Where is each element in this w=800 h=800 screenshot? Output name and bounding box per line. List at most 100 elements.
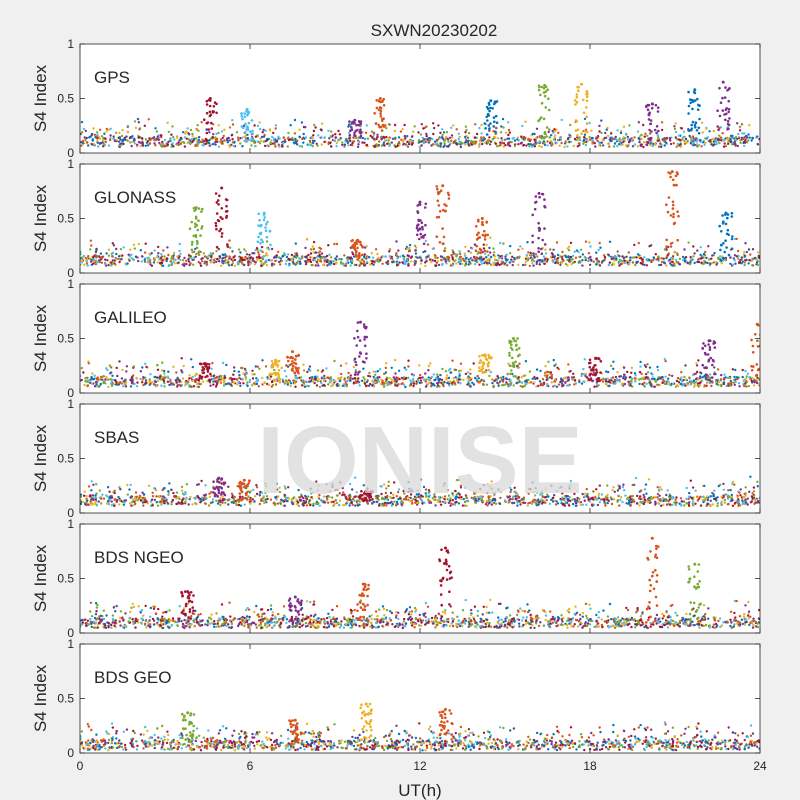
data-point bbox=[101, 138, 105, 142]
data-point bbox=[243, 248, 246, 251]
data-point bbox=[382, 135, 385, 139]
data-point bbox=[390, 255, 393, 258]
data-point bbox=[609, 364, 613, 367]
data-point bbox=[639, 262, 642, 265]
data-point bbox=[420, 123, 423, 126]
data-point bbox=[166, 121, 169, 125]
data-point bbox=[110, 384, 114, 388]
spike-point bbox=[267, 248, 271, 251]
data-point bbox=[453, 259, 456, 263]
data-point bbox=[281, 378, 284, 381]
data-point bbox=[149, 263, 152, 266]
spike-point bbox=[353, 241, 357, 245]
spike-point bbox=[190, 220, 194, 224]
data-point bbox=[714, 380, 718, 383]
data-point bbox=[757, 377, 760, 381]
spike-peak bbox=[537, 191, 541, 195]
data-point bbox=[381, 262, 384, 265]
spike-peak bbox=[480, 217, 484, 220]
data-point bbox=[391, 260, 394, 264]
data-point bbox=[696, 370, 699, 374]
spike-point bbox=[665, 203, 668, 206]
data-point bbox=[623, 373, 626, 376]
data-point bbox=[369, 382, 372, 386]
data-point bbox=[658, 263, 661, 267]
data-point bbox=[467, 258, 470, 261]
data-point bbox=[106, 378, 109, 381]
data-point bbox=[630, 371, 633, 374]
data-point bbox=[572, 376, 576, 379]
data-point bbox=[245, 372, 248, 376]
data-point bbox=[692, 245, 695, 248]
spike-point bbox=[357, 371, 360, 374]
data-point bbox=[717, 380, 721, 384]
data-point bbox=[424, 380, 427, 383]
data-point bbox=[223, 261, 227, 264]
data-point bbox=[100, 135, 104, 138]
spike-point bbox=[727, 107, 731, 111]
spike-point bbox=[485, 220, 489, 224]
spike-point bbox=[542, 136, 546, 140]
data-point bbox=[722, 145, 726, 148]
data-point bbox=[332, 262, 336, 266]
data-point bbox=[118, 381, 122, 384]
data-point bbox=[211, 361, 214, 365]
data-point bbox=[660, 121, 664, 124]
data-point bbox=[697, 144, 701, 147]
data-point bbox=[492, 384, 495, 387]
data-point bbox=[343, 145, 346, 148]
data-point bbox=[199, 382, 202, 386]
data-point bbox=[274, 259, 277, 263]
spike-point bbox=[422, 234, 425, 238]
spike-point bbox=[200, 362, 203, 366]
spike-point bbox=[212, 105, 216, 108]
data-point bbox=[543, 141, 546, 145]
data-point bbox=[573, 383, 576, 386]
data-point bbox=[246, 384, 249, 388]
data-point bbox=[271, 262, 274, 265]
data-point bbox=[677, 134, 681, 137]
data-point bbox=[711, 261, 714, 265]
data-point bbox=[335, 255, 339, 258]
data-point bbox=[272, 137, 276, 140]
data-point bbox=[111, 374, 114, 377]
spike-point bbox=[214, 221, 218, 225]
data-point bbox=[737, 254, 740, 258]
data-point bbox=[255, 247, 259, 250]
data-point bbox=[318, 385, 322, 389]
data-point bbox=[336, 384, 339, 388]
data-point bbox=[300, 121, 304, 124]
data-point bbox=[125, 370, 128, 373]
data-point bbox=[322, 376, 325, 379]
data-point bbox=[595, 385, 598, 388]
spike-point bbox=[444, 209, 448, 213]
data-point bbox=[242, 124, 246, 128]
data-point bbox=[225, 363, 228, 367]
data-point bbox=[553, 129, 557, 133]
data-point bbox=[674, 122, 677, 125]
data-point bbox=[723, 373, 726, 376]
data-point bbox=[278, 145, 281, 148]
data-point bbox=[651, 376, 655, 379]
data-point bbox=[434, 256, 437, 259]
spike-point bbox=[585, 106, 588, 109]
data-point bbox=[612, 360, 615, 363]
data-point bbox=[499, 143, 502, 147]
spike-point bbox=[494, 114, 498, 118]
spike-point bbox=[215, 212, 219, 215]
data-point bbox=[757, 254, 760, 258]
spike-point bbox=[358, 339, 362, 342]
data-point bbox=[408, 249, 412, 253]
data-point bbox=[240, 258, 244, 262]
data-point bbox=[244, 255, 247, 259]
data-point bbox=[616, 144, 619, 148]
spike-peak bbox=[194, 206, 198, 210]
data-point bbox=[85, 380, 88, 383]
data-point bbox=[441, 136, 444, 139]
data-point bbox=[657, 145, 661, 148]
data-point bbox=[705, 256, 708, 260]
data-point bbox=[464, 143, 467, 146]
data-point bbox=[364, 137, 367, 141]
spike-point bbox=[353, 131, 356, 135]
data-point bbox=[247, 263, 250, 267]
